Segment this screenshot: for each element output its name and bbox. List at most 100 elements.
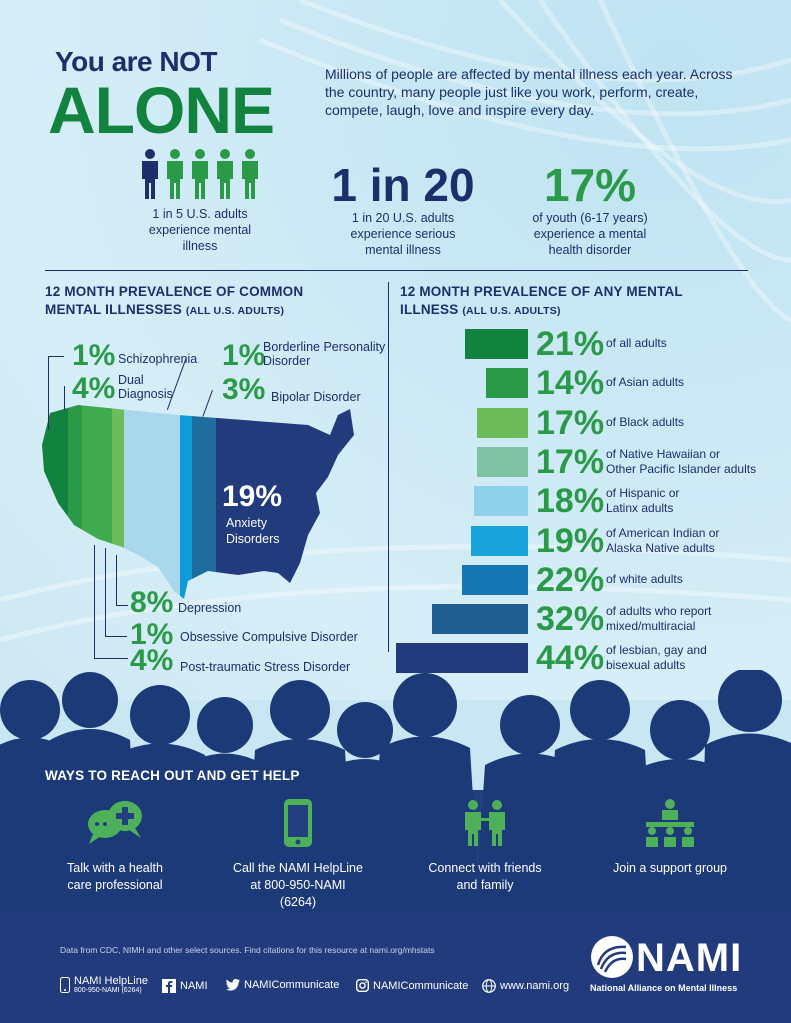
leader-depression [116, 555, 117, 605]
leader-ptsd-h [94, 658, 128, 659]
us-map [42, 405, 354, 599]
depression-label: Depression [178, 601, 242, 615]
footer-instagram-label: NAMICommunicate [373, 979, 469, 992]
bar-row: 32% of adults who report mixed/multiracial [396, 600, 791, 639]
bar-row: 14% of Asian adults [396, 366, 791, 400]
facebook-icon [162, 979, 176, 993]
bar-category-label: of Native Hawaiian or Other Pacific Islan… [606, 446, 757, 476]
footer [0, 912, 791, 1023]
way-1-label: Talk with a health care professional [67, 861, 163, 892]
bar-category-label: of Asian adults [606, 375, 685, 390]
depression-pct: 8% [130, 586, 174, 619]
bar-category-label: of Black adults [606, 414, 685, 429]
bar-row: 18% of Hispanic or Latinx adults [396, 482, 791, 521]
bar-category-label: of all adults [606, 336, 667, 350]
way-helpline: Call the NAMI HelpLine at 800-950-NAMI (… [213, 798, 383, 911]
bar [462, 564, 528, 595]
map-band-borderline [112, 405, 124, 599]
schizophrenia-pct: 1% [72, 339, 116, 372]
bipolar-label: Bipolar Disorder [271, 390, 361, 404]
borderline-label: Borderline Personality Disorder [263, 340, 386, 368]
ways-heading: WAYS TO REACH OUT AND GET HELP [45, 768, 300, 783]
nami-fullname: National Alliance on Mental Illness [590, 983, 738, 993]
stat-1-in-5: 1 in 5 U.S. adults experience mental ill… [115, 148, 285, 254]
footer-facebook[interactable]: NAMI [162, 979, 208, 993]
twitter-icon [226, 979, 240, 991]
swirl-pattern [0, 0, 791, 643]
schizophrenia-label: Schizophrenia [118, 352, 198, 366]
phone-icon [284, 799, 312, 847]
footer-helpline[interactable]: NAMI HelpLine 800-950-NAMI (6264) [60, 975, 148, 995]
bipolar-pct: 3% [222, 373, 266, 406]
left-section-heading: 12 MONTH PREVALENCE OF COMMON MENTAL ILL… [45, 283, 345, 320]
support-group-icon [646, 799, 694, 847]
crowd-silhouette [0, 670, 791, 915]
ocd-label: Obsessive Compulsive Disorder [180, 630, 358, 644]
stat-1-in-20: 1 in 20 1 in 20 U.S. adults experience s… [318, 160, 488, 258]
right-section-heading: 12 MONTH PREVALENCE OF ANY MENTAL ILLNES… [400, 283, 730, 320]
footer-facebook-label: NAMI [180, 980, 208, 992]
right-heading-text: 12 MONTH PREVALENCE OF ANY MENTAL ILLNES… [400, 284, 683, 317]
bar-row: 44% of lesbian, gay and bisexual adults [396, 641, 791, 675]
bar-value-label: 17% [536, 442, 605, 481]
title-big: ALONE [48, 73, 275, 147]
way-support-group: Join a support group [585, 798, 755, 877]
map-band-depression [124, 405, 180, 599]
footer-twitter[interactable]: NAMICommunicate [226, 979, 339, 991]
bar [432, 604, 528, 635]
bar-value-label: 21% [536, 325, 605, 363]
title-small: You are NOT [55, 46, 218, 77]
stat-17-percent: 17% of youth (6-17 years) experience a m… [505, 160, 675, 258]
borderline-pct: 1% [222, 339, 266, 372]
map-band-dual-diagnosis [68, 405, 82, 599]
intro-text: Millions of people are affected by menta… [325, 66, 733, 118]
stat-3-text: of youth (6-17 years) experience a menta… [532, 211, 648, 257]
leader-schizophrenia [48, 356, 49, 430]
chat-plus-icon [88, 801, 142, 844]
bar-row: 22% of white adults [396, 560, 791, 599]
footer-helpline-number: 800-950-NAMI (6264) [74, 987, 142, 994]
people-icon [115, 148, 285, 200]
ptsd-label: Post-traumatic Stress Disorder [180, 660, 351, 674]
right-heading-sub: (ALL U.S. ADULTS) [462, 305, 561, 317]
stat-1-text: 1 in 5 U.S. adults experience mental ill… [148, 207, 252, 253]
bar-row: 17% of Black adults [396, 406, 791, 440]
ptsd-pct: 4% [130, 644, 174, 677]
divider-vertical [388, 282, 389, 652]
bar-row: 21% of all adults [396, 325, 791, 363]
map-band-ptsd [192, 405, 216, 599]
bar-category-label: of white adults [606, 571, 683, 586]
leader-schizophrenia-h [48, 356, 64, 357]
dual-label: Dual Diagnosis [118, 373, 173, 401]
footer-instagram[interactable]: NAMICommunicate [356, 979, 468, 992]
bar [465, 329, 528, 359]
footer-helpline-label: NAMI HelpLine [74, 975, 148, 987]
bar-value-label: 22% [536, 560, 605, 599]
bar [486, 368, 528, 399]
bar-value-label: 32% [536, 600, 605, 639]
leader-ocd [105, 548, 106, 636]
bar-value-label: 18% [536, 482, 605, 521]
bar-row: 17% of Native Hawaiian or Other Pacific Is… [396, 442, 791, 481]
people-connect-icon [465, 800, 505, 846]
footer-website[interactable]: www.nami.org [482, 979, 569, 993]
bar-category-label: of Hispanic or Latinx adults [606, 486, 680, 516]
way-4-label: Join a support group [613, 861, 727, 875]
bar [477, 407, 528, 438]
stat-2-big: 1 in 20 [331, 159, 475, 211]
bar [396, 643, 528, 674]
map-band-dual-diagnosis-2 [82, 405, 112, 599]
ocd-pct: 1% [130, 618, 174, 651]
way-2-label: Call the NAMI HelpLine at 800-950-NAMI (… [233, 861, 363, 909]
stat-2-text: 1 in 20 U.S. adults experience serious m… [350, 211, 456, 257]
top-background [0, 0, 791, 700]
bar-category-label: of lesbian, gay and bisexual adults [606, 643, 707, 673]
leader-ocd-h [105, 636, 127, 637]
way-friends-family: Connect with friends and family [400, 798, 570, 894]
bar [471, 525, 528, 556]
footer-source: Data from CDC, NIMH and other select sou… [60, 945, 435, 955]
stat-3-big: 17% [543, 159, 637, 211]
bar-value-label: 19% [536, 521, 605, 560]
bar [474, 486, 528, 517]
phone-small-icon [60, 977, 70, 993]
